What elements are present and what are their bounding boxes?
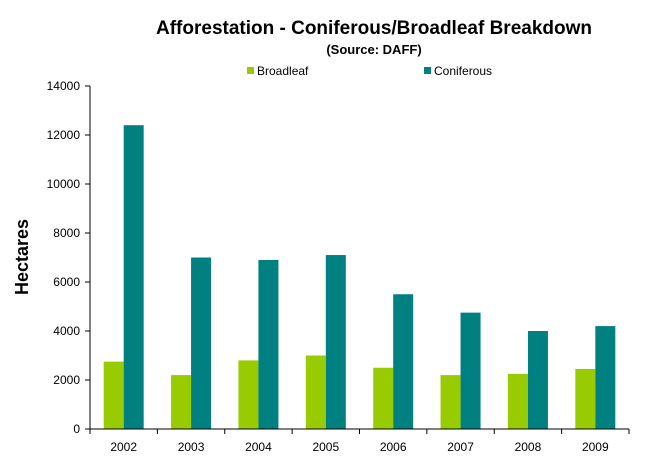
bar-coniferous-2006 <box>393 294 414 429</box>
bar-broadleaf-2007 <box>440 375 461 429</box>
y-tick-label: 0 <box>73 422 80 436</box>
x-tick-label: 2003 <box>178 440 205 454</box>
bar-coniferous-2007 <box>460 312 481 429</box>
y-axis: 0 2000 4000 6000 8000 10000 12000 14000 <box>47 79 90 436</box>
bar-coniferous-2008 <box>527 331 548 429</box>
bar-coniferous-2009 <box>595 326 616 429</box>
x-tick-label: 2002 <box>110 440 137 454</box>
x-tick-label: 2005 <box>312 440 339 454</box>
y-axis-label: Hectares <box>12 219 32 295</box>
bar-broadleaf-2005 <box>305 355 326 429</box>
chart-subtitle: (Source: DAFF) <box>326 42 421 57</box>
bar-broadleaf-2003 <box>171 375 192 429</box>
bar-coniferous-2002 <box>123 125 144 429</box>
y-tick-label: 10000 <box>47 177 81 191</box>
x-tick-label: 2004 <box>245 440 272 454</box>
legend-swatch-broadleaf <box>247 67 254 74</box>
x-tick-label: 2007 <box>447 440 474 454</box>
y-tick-label: 6000 <box>53 275 80 289</box>
bars <box>103 125 616 429</box>
x-tick-label: 2006 <box>380 440 407 454</box>
bar-broadleaf-2006 <box>373 367 394 429</box>
x-tick-label: 2008 <box>515 440 542 454</box>
legend-swatch-coniferous <box>424 67 431 74</box>
legend-label-broadleaf: Broadleaf <box>257 64 309 78</box>
legend-label-coniferous: Coniferous <box>434 64 492 78</box>
y-tick-label: 2000 <box>53 373 80 387</box>
x-tick-label: 2009 <box>582 440 609 454</box>
y-tick-label: 4000 <box>53 324 80 338</box>
bar-broadleaf-2009 <box>575 368 596 429</box>
bar-coniferous-2005 <box>325 255 346 429</box>
y-tick-label: 8000 <box>53 226 80 240</box>
bar-broadleaf-2008 <box>507 373 528 429</box>
bar-broadleaf-2004 <box>238 360 259 429</box>
bar-broadleaf-2002 <box>103 361 124 429</box>
bar-coniferous-2004 <box>258 259 279 429</box>
x-axis: 2002 2003 2004 2005 2006 2007 2008 2009 <box>89 429 630 454</box>
y-tick-label: 14000 <box>47 79 81 93</box>
bar-coniferous-2003 <box>191 257 212 429</box>
legend: Broadleaf Coniferous <box>247 64 492 78</box>
y-tick-label: 12000 <box>47 128 81 142</box>
chart-title: Afforestation - Coniferous/Broadleaf Bre… <box>156 18 592 39</box>
